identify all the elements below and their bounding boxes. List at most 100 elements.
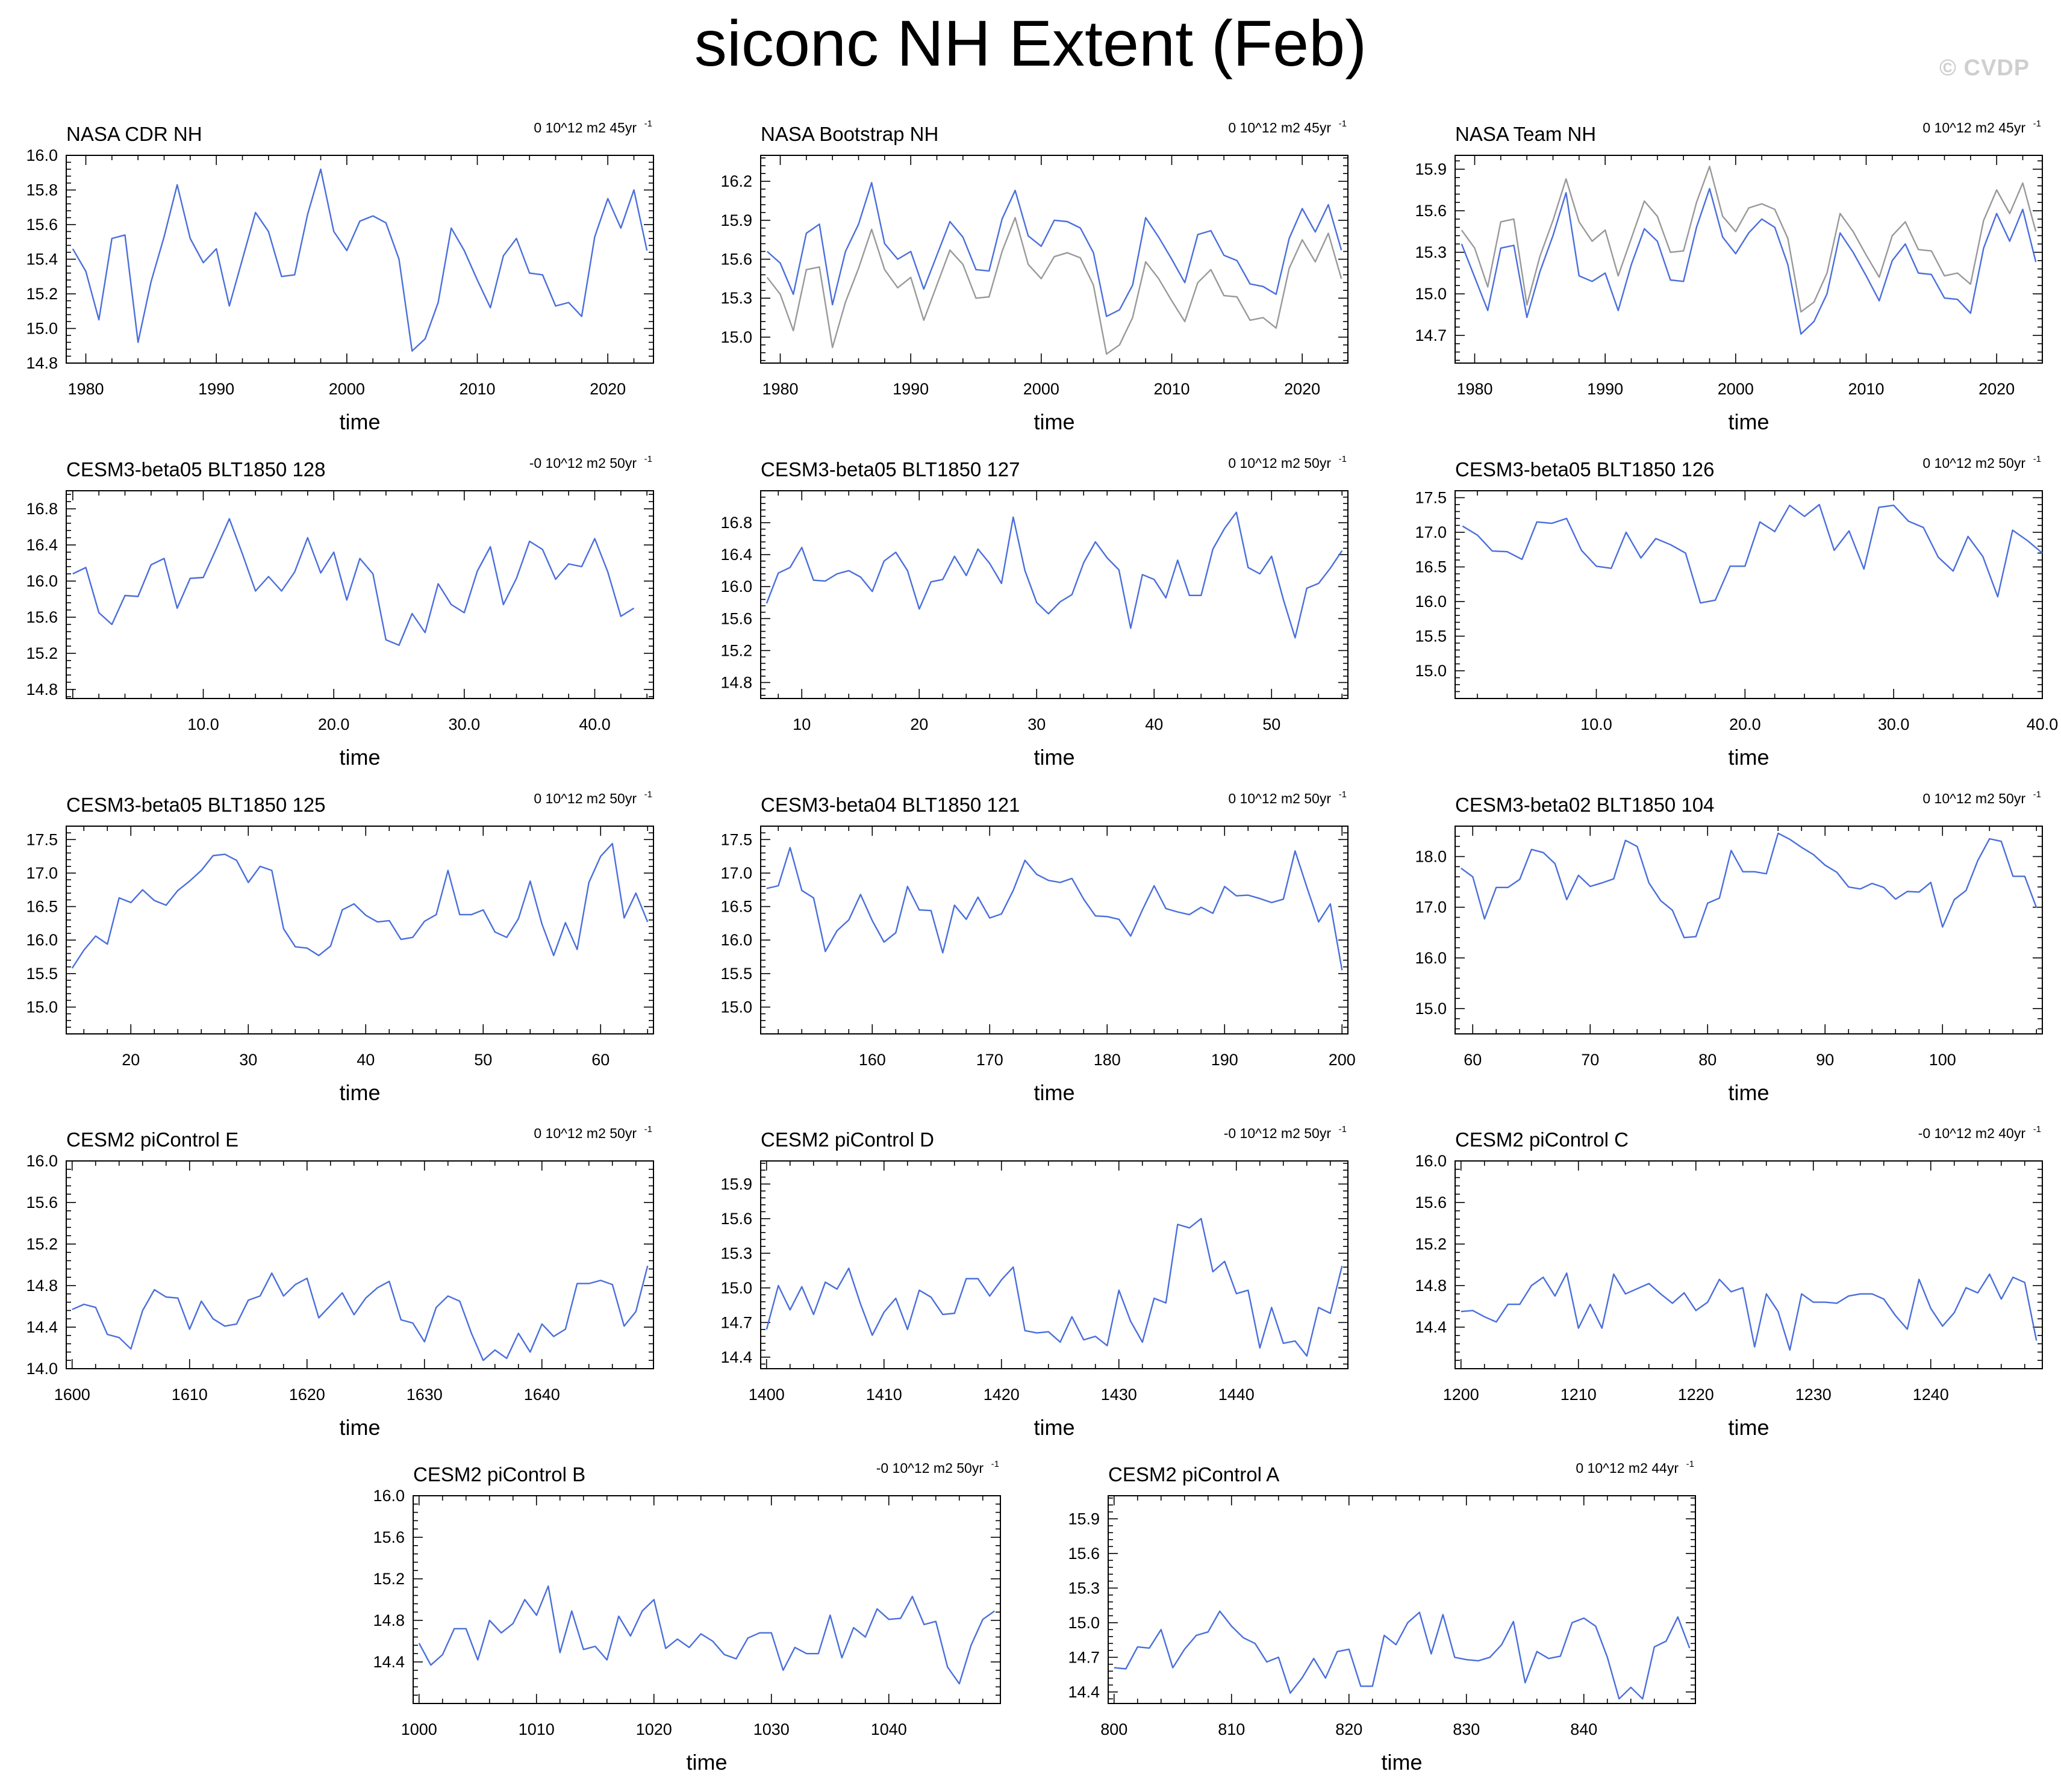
y-tick-label: 14.0 [26, 1360, 58, 1378]
chart-panel: 1600 1610 1620 1630 1640 14.0 14.4 14.8 15.2 15.6… [26, 1124, 654, 1440]
y-tick-label: 15.2 [26, 285, 58, 303]
x-tick-label: 2020 [1284, 380, 1320, 398]
trend-label: 0 10^12 m2 45yr [1228, 120, 1331, 135]
panel-title: CESM3-beta02 BLT1850 104 [1455, 794, 1715, 816]
x-tick-label: 1640 [524, 1386, 560, 1404]
trend-exponent: -1 [1339, 454, 1347, 464]
x-tick-label: 10.0 [187, 715, 219, 733]
y-tick-label: 16.0 [720, 577, 752, 596]
plot-frame [66, 490, 654, 699]
x-tick-label: 90 [1816, 1051, 1834, 1069]
chart-panel: 1980 1990 2000 2010 2020 15.0 15.3 15.6 15.9 16.2… [720, 119, 1349, 434]
y-tick-label: 17.0 [26, 864, 58, 882]
y-tick-label: 16.0 [1415, 593, 1447, 611]
y-tick-label: 17.5 [1415, 489, 1447, 507]
y-tick-label: 15.2 [373, 1570, 405, 1588]
plot-frame [66, 155, 654, 364]
x-tick-label: 1630 [407, 1386, 443, 1404]
x-tick-label: 830 [1453, 1720, 1480, 1738]
chart-panel: 1400 1410 1420 1430 1440 14.4 14.7 15.0 15.3 15.6… [720, 1124, 1349, 1440]
trend-exponent: -1 [1339, 119, 1347, 129]
x-tick-label: 1990 [1587, 380, 1623, 398]
plot-frame [413, 1495, 1001, 1704]
y-tick-label: 16.0 [26, 1152, 58, 1170]
x-tick-label: 40 [357, 1051, 375, 1069]
y-tick-label: 14.4 [1415, 1318, 1447, 1336]
x-tick-label: 1980 [1456, 380, 1492, 398]
y-tick-label: 14.8 [26, 354, 58, 372]
x-tick-label: 2000 [1023, 380, 1059, 398]
x-tick-label: 1000 [401, 1720, 437, 1738]
y-tick-label: 17.0 [720, 864, 752, 882]
y-tick-label: 16.8 [26, 500, 58, 518]
x-tick-label: 200 [1329, 1051, 1356, 1069]
panel-title: CESM3-beta05 BLT1850 125 [66, 794, 326, 816]
trend-exponent: -1 [1339, 1124, 1347, 1134]
y-tick-label: 15.0 [720, 1279, 752, 1297]
panel-title: CESM2 piControl A [1108, 1463, 1279, 1486]
trend-label: 0 10^12 m2 50yr [534, 1125, 637, 1141]
trend-label: 0 10^12 m2 50yr [1922, 455, 2025, 471]
y-tick-label: 14.4 [1068, 1683, 1100, 1701]
x-tick-label: 20 [910, 715, 928, 733]
x-tick-label: 1420 [984, 1386, 1020, 1404]
chart-panel: 20 30 40 50 60 15.0 15.5 16.0 16.5 17.0 17.5 CESM3-… [26, 789, 654, 1105]
y-tick-label: 15.5 [720, 965, 752, 983]
chart-panel: 160 170 180 190 200 15.0 15.5 16.0 16.5 17.0 17.5 C… [720, 789, 1355, 1105]
plot-frame [760, 155, 1349, 364]
y-tick-label: 15.6 [720, 250, 752, 269]
panel-title: NASA Team NH [1455, 123, 1596, 145]
y-tick-label: 15.2 [720, 641, 752, 659]
y-tick-label: 14.8 [373, 1611, 405, 1629]
x-axis-label: time [1034, 1415, 1074, 1440]
y-tick-label: 14.4 [373, 1653, 405, 1671]
x-tick-label: 20 [122, 1051, 140, 1069]
y-tick-label: 16.8 [720, 514, 752, 532]
y-tick-label: 15.8 [26, 181, 58, 199]
x-tick-label: 170 [976, 1051, 1003, 1069]
series-line [1461, 166, 2037, 313]
y-tick-label: 16.4 [720, 546, 752, 564]
y-tick-label: 15.6 [26, 1193, 58, 1212]
x-tick-label: 40 [1145, 715, 1163, 733]
series-line [767, 182, 1342, 317]
x-tick-label: 1620 [289, 1386, 325, 1404]
trend-label: -0 10^12 m2 50yr [529, 455, 637, 471]
x-tick-label: 2020 [1978, 380, 2015, 398]
x-tick-label: 40.0 [2027, 715, 2059, 733]
y-tick-label: 15.3 [720, 1244, 752, 1262]
x-tick-label: 840 [1570, 1720, 1597, 1738]
x-tick-label: 1400 [749, 1386, 785, 1404]
trend-label: -0 10^12 m2 50yr [876, 1460, 984, 1476]
trend-exponent: -1 [644, 789, 652, 800]
series-line [72, 1265, 649, 1361]
y-tick-label: 15.6 [1415, 202, 1447, 220]
y-tick-label: 16.5 [1415, 558, 1447, 576]
y-tick-label: 15.9 [1415, 160, 1447, 178]
trend-label: -0 10^12 m2 40yr [1918, 1125, 2026, 1141]
y-tick-label: 15.9 [720, 1175, 752, 1193]
trend-label: 0 10^12 m2 50yr [1922, 791, 2025, 806]
y-tick-label: 15.9 [1068, 1510, 1100, 1528]
y-tick-label: 15.6 [720, 609, 752, 627]
y-tick-label: 15.0 [1415, 662, 1447, 680]
plot-frame [1455, 1160, 2043, 1369]
x-tick-label: 1410 [866, 1386, 902, 1404]
x-tick-label: 1040 [871, 1720, 907, 1738]
series-line [766, 217, 1342, 355]
y-tick-label: 15.5 [26, 965, 58, 983]
x-axis-label: time [1034, 1080, 1074, 1105]
x-axis-label: time [1728, 1080, 1769, 1105]
y-tick-label: 16.0 [720, 931, 752, 949]
x-tick-label: 80 [1698, 1051, 1716, 1069]
x-tick-label: 20.0 [318, 715, 350, 733]
x-tick-label: 190 [1211, 1051, 1238, 1069]
y-tick-label: 14.7 [1068, 1648, 1100, 1666]
y-tick-label: 16.0 [373, 1487, 405, 1505]
x-tick-label: 40.0 [579, 715, 611, 733]
x-tick-label: 30.0 [449, 715, 481, 733]
y-tick-label: 14.8 [26, 1277, 58, 1295]
panel-title: CESM3-beta04 BLT1850 121 [761, 794, 1020, 816]
y-tick-label: 15.6 [26, 216, 58, 234]
